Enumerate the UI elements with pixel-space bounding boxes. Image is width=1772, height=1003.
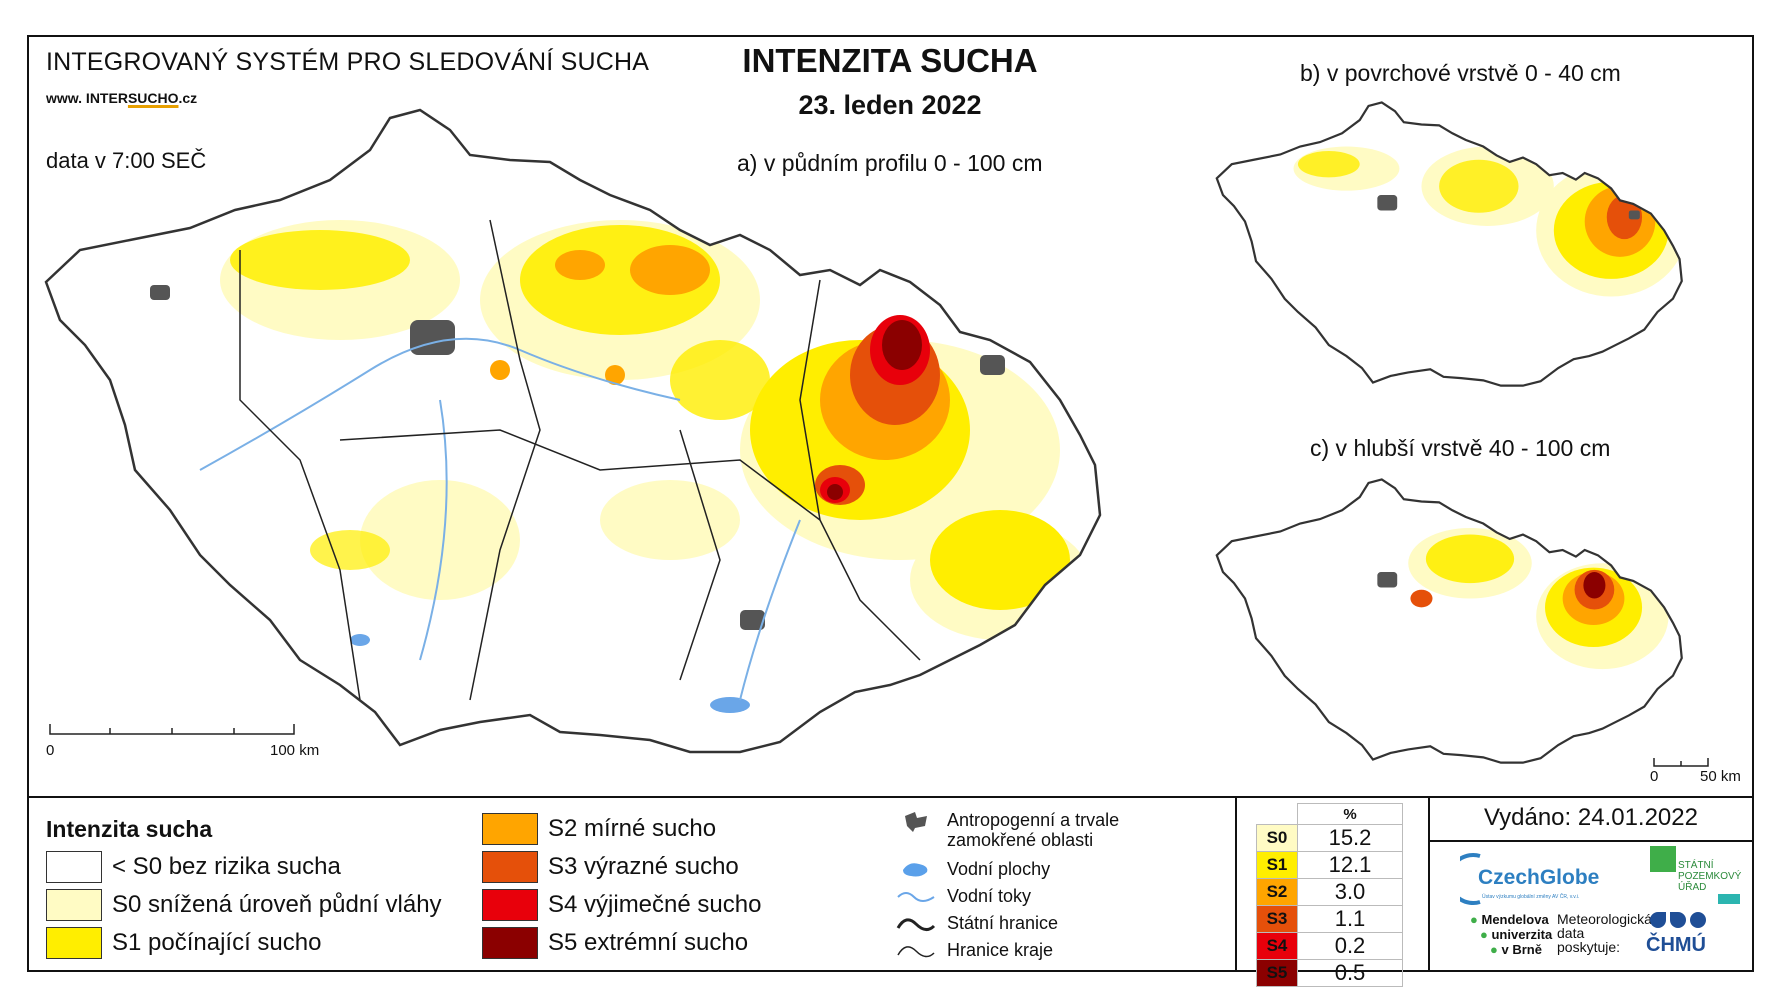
- legend-symbol-river: Vodní toky: [895, 885, 1031, 907]
- legend-separator: [1428, 796, 1430, 972]
- legend-separator: [1235, 796, 1237, 972]
- percent-header: %: [1297, 803, 1403, 825]
- legend-class-s5: S5 extrémní sucho: [482, 927, 748, 959]
- deep-map-caption: c) v hlubší vrstvě 40 - 100 cm: [1310, 435, 1611, 461]
- legend-class-s3: S3 výrazné sucho: [482, 851, 739, 883]
- svg-text:Ústav výzkumu globální změny A: Ústav výzkumu globální změny AV ČR, v.v.…: [1482, 893, 1579, 900]
- legend-label: S3 výrazné sucho: [548, 853, 739, 880]
- table-row: S1 12.1: [1256, 851, 1403, 879]
- data-time: data v 7:00 SEČ: [46, 148, 207, 173]
- legend-label: S4 výjimečné sucho: [548, 891, 762, 918]
- legend-class-s0: S0 snížená úroveň půdní vláhy: [46, 889, 442, 921]
- water-body-icon: [895, 858, 937, 880]
- spu-logo: STÁTNÍ POZEMKOVÝ ÚŘAD: [1640, 846, 1741, 906]
- river-icon: [895, 885, 937, 907]
- chmu-logo: ČHMÚ: [1644, 912, 1744, 968]
- surface-map-caption: b) v povrchové vrstvě 0 - 40 cm: [1300, 60, 1621, 86]
- svg-text:CzechGlobe: CzechGlobe: [1478, 866, 1599, 889]
- anthropogenic-area-icon: [895, 810, 937, 832]
- main-scale-bar: [49, 724, 295, 735]
- legend-swatch: [482, 813, 538, 845]
- legend-class-s2: S2 mírné sucho: [482, 813, 716, 845]
- legend-symbol-region-border: Hranice kraje: [895, 939, 1053, 961]
- small-scale-start: 0: [1650, 768, 1659, 785]
- legend-class-s1: S1 počínající sucho: [46, 927, 321, 959]
- main-scale-end: 100 km: [270, 742, 320, 759]
- table-row: S3 1.1: [1256, 905, 1403, 933]
- legend-class-s4: S4 výjimečné sucho: [482, 889, 761, 921]
- legend-swatch: [46, 851, 102, 883]
- legend-class-none: < S0 bez rizika sucha: [46, 851, 341, 883]
- legend-swatch: [46, 927, 102, 959]
- deep-layer-map: [1215, 478, 1683, 764]
- table-row: S4 0.2: [1256, 932, 1403, 960]
- legend-label: < S0 bez rizika sucha: [112, 853, 341, 880]
- issued-divider: [1428, 840, 1754, 842]
- small-scale-end: 50 km: [1700, 768, 1741, 785]
- czechglobe-logo: CzechGlobe Ústav výzkumu globální změny …: [1447, 846, 1620, 906]
- legend-label: S2 mírné sucho: [548, 815, 717, 842]
- legend-swatch: [482, 889, 538, 921]
- legend-swatch: [482, 927, 538, 959]
- legend-symbol-anthropogenic: Antropogenní a trvale zamokřené oblasti: [895, 810, 1137, 850]
- legend-label: S5 extrémní sucho: [548, 929, 749, 956]
- legend-label: S1 počínající sucho: [112, 929, 322, 956]
- system-name: INTEGROVANÝ SYSTÉM PRO SLEDOVÁNÍ SUCHA: [46, 48, 650, 76]
- website-link[interactable]: www. INTERSUCHO.cz: [46, 90, 198, 106]
- page-title: INTENZITA SUCHA: [742, 42, 1038, 79]
- state-border-icon: [895, 912, 937, 934]
- legend-swatch: [482, 851, 538, 883]
- drought-percentage-table: % S0 15.2 S1 12.1 S2 3.0 S3 1.1 S4 0.2 S5 0.5: [1256, 803, 1403, 987]
- region-border-icon: [895, 939, 937, 961]
- table-row: S5 0.5: [1256, 959, 1403, 987]
- meteorological-data-note: Meteorologická data poskytuje:: [1557, 911, 1652, 955]
- legend-divider: [27, 796, 1754, 798]
- main-scale-start: 0: [46, 742, 55, 759]
- issued-date: Vydáno: 24.01.2022: [1484, 804, 1698, 831]
- main-map: [44, 108, 1102, 754]
- surface-layer-map: [1215, 101, 1683, 387]
- main-map-caption: a) v půdním profilu 0 - 100 cm: [737, 150, 1043, 176]
- small-scale-bar: [1653, 758, 1709, 767]
- mendel-university-logo: ● Mendelova ● univerzita ● v Brně: [1470, 912, 1553, 957]
- legend-swatch: [46, 889, 102, 921]
- table-row: S0 15.2: [1256, 824, 1403, 852]
- legend-label: S0 snížená úroveň půdní vláhy: [112, 891, 442, 918]
- legend-title: Intenzita sucha: [46, 816, 213, 842]
- legend-symbol-state-border: Státní hranice: [895, 912, 1058, 934]
- table-row: S2 3.0: [1256, 878, 1403, 906]
- map-date: 23. leden 2022: [798, 90, 982, 120]
- legend-symbol-water: Vodní plochy: [895, 858, 1050, 880]
